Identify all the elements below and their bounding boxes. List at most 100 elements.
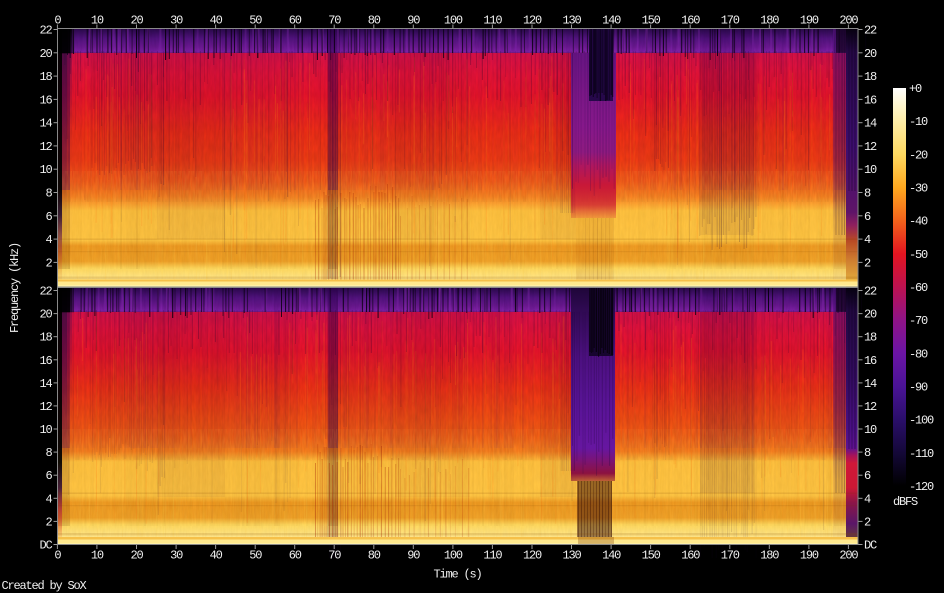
svg-text:70: 70 — [328, 549, 341, 563]
svg-text:20: 20 — [130, 549, 143, 563]
svg-text:60: 60 — [289, 14, 302, 28]
svg-text:22: 22 — [864, 24, 877, 38]
svg-text:-100: -100 — [909, 414, 934, 428]
svg-text:90: 90 — [407, 549, 420, 563]
svg-text:-30: -30 — [909, 182, 928, 196]
svg-text:16: 16 — [39, 354, 52, 368]
svg-text:-90: -90 — [909, 381, 928, 395]
svg-text:10: 10 — [91, 14, 104, 28]
svg-text:-110: -110 — [909, 447, 934, 461]
svg-text:6: 6 — [45, 210, 52, 224]
svg-text:6: 6 — [864, 210, 871, 224]
svg-text:110: 110 — [483, 549, 502, 563]
svg-text:4: 4 — [864, 233, 871, 247]
svg-text:14: 14 — [864, 377, 877, 391]
svg-text:-20: -20 — [909, 148, 928, 162]
svg-text:150: 150 — [642, 14, 661, 28]
svg-text:-50: -50 — [909, 248, 928, 262]
svg-text:-40: -40 — [909, 215, 928, 229]
svg-text:30: 30 — [170, 14, 183, 28]
svg-text:6: 6 — [45, 469, 52, 483]
svg-text:8: 8 — [864, 187, 871, 201]
svg-text:6: 6 — [864, 469, 871, 483]
svg-text:12: 12 — [39, 400, 52, 414]
svg-text:170: 170 — [721, 549, 740, 563]
svg-text:10: 10 — [864, 423, 877, 437]
svg-text:30: 30 — [170, 549, 183, 563]
svg-text:10: 10 — [39, 423, 52, 437]
svg-text:4: 4 — [45, 492, 52, 506]
svg-text:10: 10 — [91, 549, 104, 563]
svg-text:16: 16 — [864, 354, 877, 368]
svg-text:180: 180 — [760, 14, 779, 28]
svg-text:60: 60 — [289, 549, 302, 563]
svg-text:14: 14 — [864, 117, 877, 131]
svg-text:20: 20 — [39, 308, 52, 322]
svg-text:8: 8 — [864, 446, 871, 460]
svg-text:12: 12 — [39, 140, 52, 154]
svg-text:40: 40 — [210, 549, 223, 563]
svg-text:20: 20 — [864, 308, 877, 322]
svg-text:dBFS: dBFS — [893, 495, 918, 509]
svg-text:-10: -10 — [909, 115, 928, 129]
svg-text:4: 4 — [864, 492, 871, 506]
svg-text:140: 140 — [602, 549, 621, 563]
svg-text:140: 140 — [602, 14, 621, 28]
svg-text:8: 8 — [45, 446, 52, 460]
svg-text:2: 2 — [864, 515, 871, 529]
svg-text:-60: -60 — [909, 281, 928, 295]
svg-text:20: 20 — [130, 14, 143, 28]
svg-text:100: 100 — [444, 14, 463, 28]
svg-text:50: 50 — [249, 14, 262, 28]
svg-text:200: 200 — [839, 14, 858, 28]
svg-text:130: 130 — [562, 549, 581, 563]
svg-text:18: 18 — [39, 70, 52, 84]
svg-text:80: 80 — [368, 549, 381, 563]
svg-text:2: 2 — [45, 515, 52, 529]
svg-text:DC: DC — [39, 539, 52, 553]
svg-text:+0: +0 — [909, 82, 922, 96]
svg-text:160: 160 — [681, 549, 700, 563]
svg-text:Frequency (kHz): Frequency (kHz) — [8, 243, 22, 333]
svg-text:100: 100 — [444, 549, 463, 563]
svg-text:0: 0 — [54, 549, 61, 563]
svg-text:16: 16 — [864, 93, 877, 107]
svg-text:190: 190 — [800, 14, 819, 28]
svg-text:4: 4 — [45, 233, 52, 247]
svg-text:150: 150 — [642, 549, 661, 563]
svg-text:-80: -80 — [909, 347, 928, 361]
svg-text:160: 160 — [681, 14, 700, 28]
svg-text:70: 70 — [328, 14, 341, 28]
svg-text:16: 16 — [39, 93, 52, 107]
svg-text:-120: -120 — [909, 480, 934, 494]
svg-text:14: 14 — [39, 377, 52, 391]
svg-text:10: 10 — [864, 163, 877, 177]
svg-text:12: 12 — [864, 140, 877, 154]
svg-text:14: 14 — [39, 117, 52, 131]
svg-text:2: 2 — [45, 256, 52, 270]
svg-text:22: 22 — [39, 285, 52, 299]
svg-text:2: 2 — [864, 256, 871, 270]
svg-text:40: 40 — [210, 14, 223, 28]
svg-text:180: 180 — [760, 549, 779, 563]
svg-text:20: 20 — [864, 47, 877, 61]
svg-text:22: 22 — [864, 285, 877, 299]
svg-text:10: 10 — [39, 163, 52, 177]
svg-text:18: 18 — [864, 331, 877, 345]
svg-text:50: 50 — [249, 549, 262, 563]
svg-text:90: 90 — [407, 14, 420, 28]
svg-text:190: 190 — [800, 549, 819, 563]
svg-text:18: 18 — [39, 331, 52, 345]
svg-text:120: 120 — [523, 14, 542, 28]
svg-text:18: 18 — [864, 70, 877, 84]
svg-text:22: 22 — [39, 24, 52, 38]
svg-text:130: 130 — [562, 14, 581, 28]
svg-text:170: 170 — [721, 14, 740, 28]
svg-text:DC: DC — [864, 539, 877, 553]
svg-text:120: 120 — [523, 549, 542, 563]
svg-text:0: 0 — [54, 14, 61, 28]
svg-text:12: 12 — [864, 400, 877, 414]
svg-text:8: 8 — [45, 187, 52, 201]
svg-text:110: 110 — [483, 14, 502, 28]
svg-text:20: 20 — [39, 47, 52, 61]
